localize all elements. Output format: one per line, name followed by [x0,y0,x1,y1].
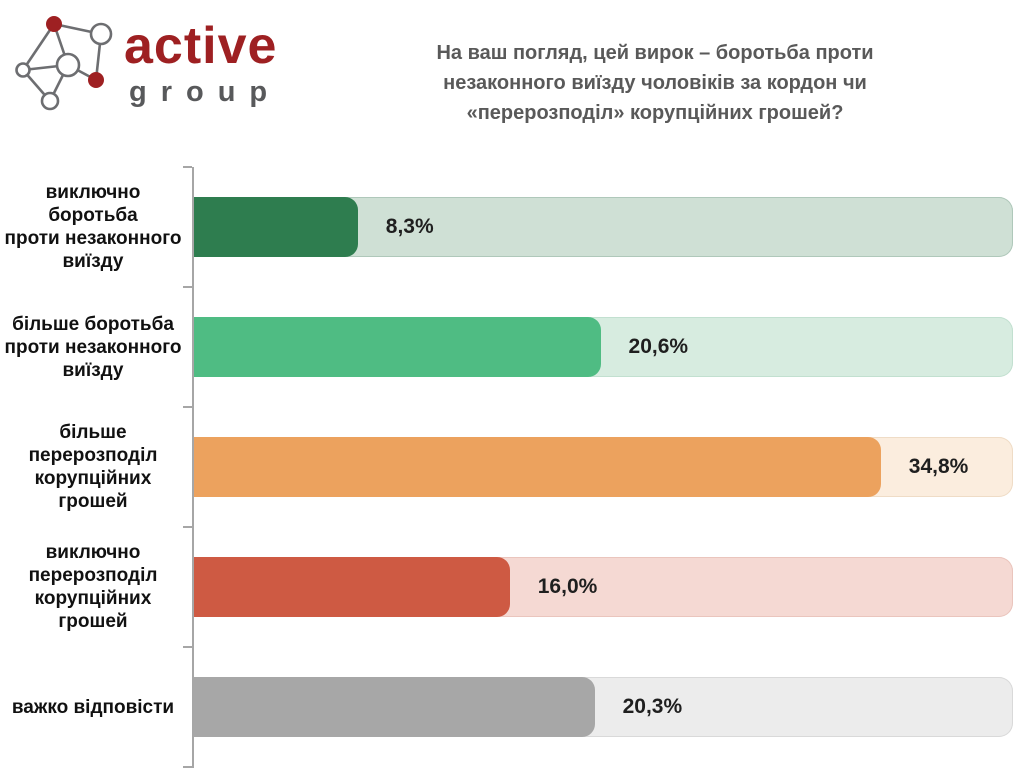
bar-row: більше перерозподіл корупційних грошей 34… [0,407,1024,527]
bar-fill [194,677,595,737]
logo-network-icon [15,16,113,111]
bar-fill [194,317,601,377]
bar-track: 20,6% [194,317,1013,377]
axis-tick [183,166,192,168]
logo-sub-text: group [129,76,282,108]
axis-tick [183,286,192,288]
axis-tick [183,526,192,528]
category-label: більше боротьба проти незаконного виїзду [4,313,182,381]
chart-title: На ваш погляд, цей вирок – боротьба прот… [375,38,935,128]
axis-tick [183,766,192,768]
y-axis-line [192,167,194,768]
bar-row: виключно перерозподіл корупційних грошей… [0,527,1024,647]
bar-fill [194,197,358,257]
axis-tick [183,406,192,408]
bar-fill [194,557,510,617]
value-label: 20,6% [628,335,689,358]
category-label: виключно боротьба проти незаконного виїз… [4,182,182,272]
bar-track: 8,3% [194,197,1013,257]
category-label: виключно перерозподіл корупційних грошей [28,542,158,632]
bar-row: важко відповісти 20,3% [0,647,1024,767]
bar-row: більше боротьба проти незаконного виїзду… [0,287,1024,407]
axis-tick [183,646,192,648]
bar-track: 16,0% [194,557,1013,617]
value-label: 16,0% [537,575,598,598]
chart-title-line: незаконного виїзду чоловіків за кордон ч… [443,72,867,94]
bar-track: 20,3% [194,677,1013,737]
bar-track: 34,8% [194,437,1013,497]
category-label: більше перерозподіл корупційних грошей [28,422,158,512]
bar-fill [194,437,881,497]
value-label: 8,3% [385,215,434,238]
chart-title-line: На ваш погляд, цей вирок – боротьба прот… [436,42,874,64]
value-label: 20,3% [622,695,683,718]
value-label: 34,8% [908,455,969,478]
logo-brand-text: active [124,17,278,75]
category-label: важко відповісти [11,696,175,718]
bar-row: виключно боротьба проти незаконного виїз… [0,167,1024,287]
chart-title-line: «перерозподіл» корупційних грошей? [466,102,844,124]
